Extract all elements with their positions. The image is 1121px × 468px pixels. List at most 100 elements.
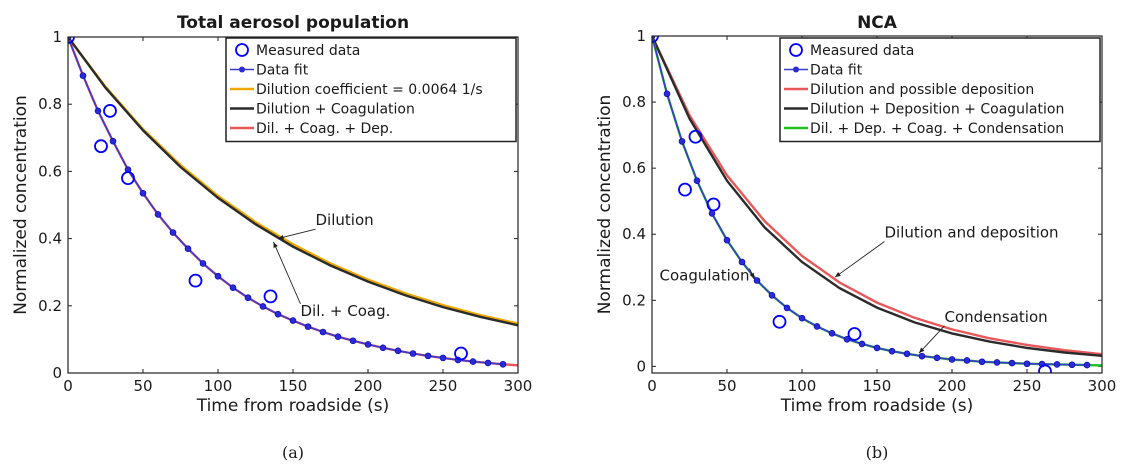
data-fit-point bbox=[738, 258, 746, 266]
x-tick-label: 150 bbox=[863, 377, 892, 395]
legend-label: Dil. + Coag. + Dep. bbox=[256, 121, 393, 137]
x-tick-label: 100 bbox=[204, 377, 233, 395]
legend-dot bbox=[793, 66, 799, 73]
series-dilution-and-possible-deposition bbox=[652, 36, 1102, 356]
data-fit-point bbox=[439, 354, 447, 362]
data-fit-point bbox=[1023, 360, 1031, 368]
legend-label: Measured data bbox=[256, 43, 360, 59]
annotation-arrow bbox=[834, 241, 885, 278]
series-measured-data bbox=[652, 36, 1052, 373]
data-fit-point bbox=[484, 359, 492, 367]
measured-data-point bbox=[188, 273, 203, 288]
x-tick-label: 250 bbox=[1013, 377, 1042, 395]
data-fit-point bbox=[79, 72, 87, 79]
data-fit-point bbox=[652, 36, 656, 40]
legend-label: Measured data bbox=[810, 43, 914, 59]
data-fit-point bbox=[364, 341, 372, 348]
data-fit-point bbox=[424, 352, 432, 360]
measured-data-point bbox=[94, 139, 108, 154]
measured-data-point bbox=[847, 327, 862, 341]
measured-data-point bbox=[688, 129, 703, 144]
measured-data-point bbox=[772, 314, 787, 329]
x-axis-label: Time from roadside (s) bbox=[780, 396, 974, 416]
x-tick-label: 300 bbox=[1088, 377, 1117, 395]
data-fit-point bbox=[68, 37, 72, 41]
legend-label: Dil. + Dep. + Coag. + Condensation bbox=[810, 121, 1064, 137]
data-fit-point bbox=[409, 350, 417, 357]
measured-data-point bbox=[103, 104, 117, 118]
data-fit-point bbox=[469, 358, 477, 365]
legend-item: Dilution and possible deposition bbox=[784, 82, 1034, 98]
y-tick-label: 0 bbox=[52, 364, 62, 382]
data-fit-point bbox=[873, 344, 881, 352]
panel-caption: (a) bbox=[282, 443, 304, 462]
data-fit-point bbox=[903, 350, 911, 358]
data-fit-point bbox=[109, 137, 117, 145]
data-fit-point bbox=[319, 328, 327, 336]
series-dilution-coagulation bbox=[68, 37, 518, 327]
annotation-label: Dil. + Coag. bbox=[301, 302, 391, 320]
series-line bbox=[652, 36, 1102, 357]
chart-title: Total aerosol population bbox=[177, 13, 409, 33]
data-fit-point bbox=[214, 272, 222, 280]
data-fit-point bbox=[259, 303, 267, 310]
legend-label: Data fit bbox=[810, 63, 863, 79]
x-tick-label: 200 bbox=[938, 377, 967, 395]
annotation-label: Dilution and deposition bbox=[885, 224, 1059, 242]
legend-label: Dilution and possible deposition bbox=[810, 82, 1034, 98]
legend-item: Data fit bbox=[784, 63, 863, 79]
x-tick-label: 0 bbox=[63, 377, 73, 395]
annotation-arrow bbox=[273, 241, 301, 305]
plot-area bbox=[68, 37, 518, 368]
data-fit-point bbox=[1008, 359, 1016, 367]
data-fit-point bbox=[1083, 361, 1091, 369]
data-fit-point bbox=[379, 344, 387, 352]
measured-data-point bbox=[263, 289, 278, 304]
data-fit-point bbox=[888, 347, 896, 355]
data-fit-point bbox=[349, 337, 357, 345]
legend-item: Measured data bbox=[789, 43, 914, 59]
axes-frame bbox=[651, 35, 1103, 374]
y-tick-label: 0.6 bbox=[622, 159, 646, 177]
data-fit-point bbox=[813, 323, 821, 330]
data-fit-point bbox=[154, 211, 162, 218]
data-fit-point bbox=[858, 340, 866, 348]
legend-item: Dilution coefficient = 0.0064 1/s bbox=[230, 82, 483, 98]
legend-item: Dil. + Coag. + Dep. bbox=[230, 121, 393, 137]
data-fit-point bbox=[693, 177, 701, 185]
x-tick-label: 200 bbox=[354, 377, 383, 395]
y-tick-label: 0.4 bbox=[622, 225, 646, 243]
data-fit-point bbox=[948, 356, 956, 363]
annotation-arrow bbox=[277, 228, 316, 240]
data-fit-point bbox=[139, 189, 147, 197]
data-fit-point bbox=[184, 245, 192, 252]
data-fit-point bbox=[244, 294, 252, 302]
data-fit-point bbox=[499, 360, 507, 368]
data-fit-point bbox=[768, 292, 776, 299]
annotation-label: Condensation bbox=[945, 308, 1048, 326]
series-line bbox=[652, 36, 1102, 356]
data-fit-point bbox=[304, 323, 312, 330]
data-fit-point bbox=[1068, 361, 1076, 369]
data-fit-point bbox=[843, 335, 851, 343]
data-fit-point bbox=[978, 358, 986, 366]
legend-marker bbox=[789, 43, 803, 57]
x-tick-label: 300 bbox=[504, 377, 533, 395]
data-fit-point bbox=[993, 359, 1001, 366]
y-axis-label: Normalized concentration bbox=[595, 95, 615, 315]
data-fit-point bbox=[723, 236, 731, 244]
legend-label: Dilution coefficient = 0.0064 1/s bbox=[256, 82, 483, 98]
data-fit-point bbox=[94, 107, 102, 115]
data-fit-point bbox=[394, 347, 402, 355]
x-tick-label: 50 bbox=[133, 377, 152, 395]
y-tick-label: 0.2 bbox=[38, 297, 62, 315]
x-tick-label: 100 bbox=[788, 377, 817, 395]
legend-box bbox=[779, 37, 1101, 143]
data-fit-point bbox=[783, 304, 791, 312]
data-fit-point bbox=[963, 357, 971, 364]
annotation-arrowhead bbox=[919, 347, 925, 354]
x-tick-label: 50 bbox=[717, 377, 736, 395]
annotation-arrowhead bbox=[278, 234, 284, 240]
y-tick-label: 0.8 bbox=[38, 95, 62, 113]
